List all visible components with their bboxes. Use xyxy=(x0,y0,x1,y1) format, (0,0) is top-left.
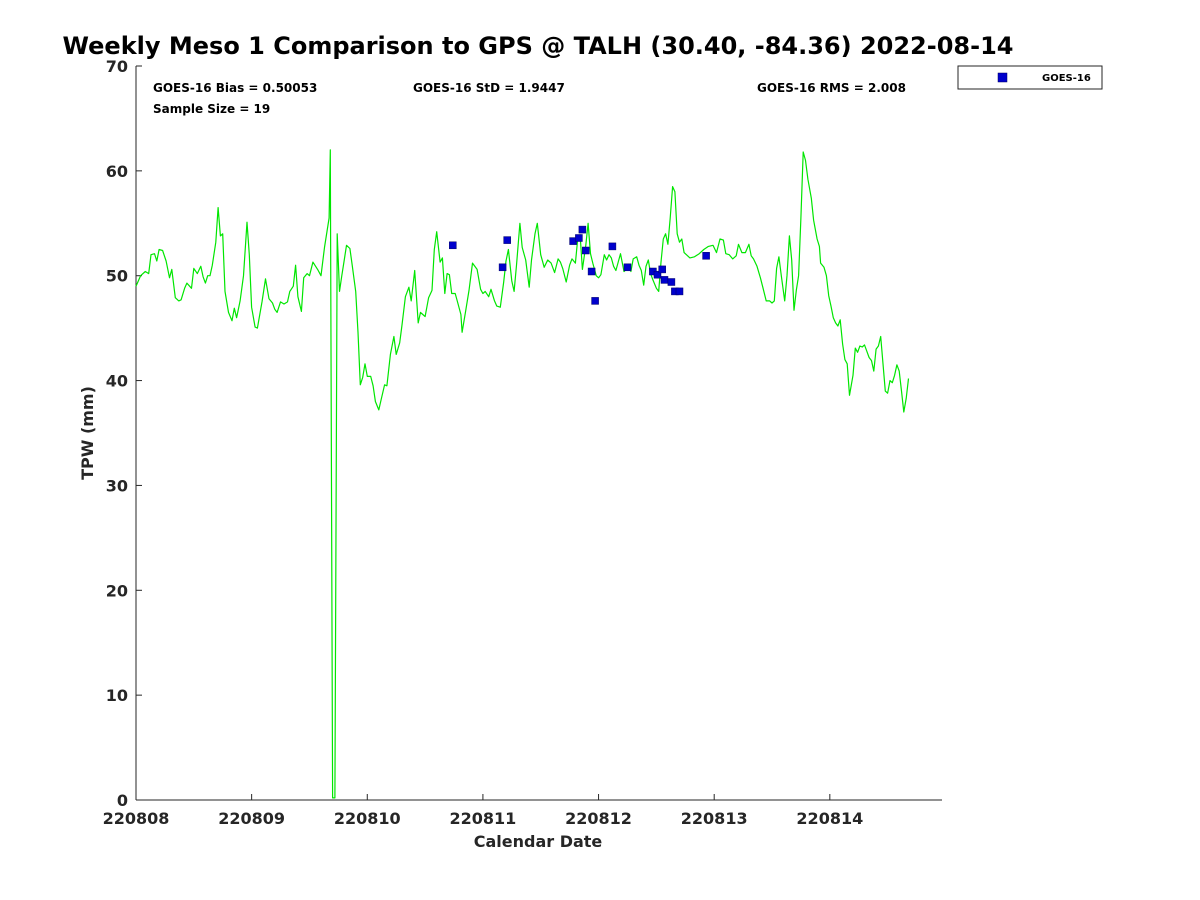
goes16-point xyxy=(503,236,511,244)
y-tick-label: 30 xyxy=(106,476,128,495)
x-tick-label: 220811 xyxy=(450,809,517,828)
series-layer xyxy=(135,149,910,799)
x-axis-label: Calendar Date xyxy=(474,832,603,851)
x-ticks: 220808 220809 220810 220811 220812 220813 2208… xyxy=(103,794,863,828)
goes16-point xyxy=(498,263,507,272)
x-tick-label: 220813 xyxy=(681,809,748,828)
bias-stat: GOES-16 Bias = 0.50053 xyxy=(153,81,317,95)
goes16-point xyxy=(449,241,457,250)
goes16-point xyxy=(658,265,666,274)
goes16-point xyxy=(587,267,596,276)
goes16-point xyxy=(623,263,632,272)
y-tick-label: 20 xyxy=(106,581,128,600)
y-axis-label: TPW (mm) xyxy=(78,386,97,480)
gps-tpw-line xyxy=(135,149,910,799)
goes16-point xyxy=(653,270,662,279)
x-tick-label: 220808 xyxy=(103,809,170,828)
y-ticks: 0 10 20 30 40 50 60 70 xyxy=(106,57,142,810)
goes16-point xyxy=(578,225,587,234)
goes16-point xyxy=(575,234,583,242)
x-tick-label: 220814 xyxy=(796,809,863,828)
x-tick-label: 220810 xyxy=(334,809,401,828)
y-tick-label: 0 xyxy=(117,791,128,810)
y-tick-label: 50 xyxy=(106,267,128,286)
legend-marker xyxy=(997,72,1008,83)
plot-background xyxy=(136,66,942,800)
y-tick-label: 40 xyxy=(106,372,128,391)
chart-title: Weekly Meso 1 Comparison to GPS @ TALH (… xyxy=(63,32,1014,60)
goes16-point xyxy=(675,287,684,296)
legend-box xyxy=(957,65,1103,90)
plot-area: 0 10 20 30 40 50 60 70 220808 220809 220810 220811… xyxy=(103,57,942,828)
legend[interactable]: GOES-16 xyxy=(957,65,1103,90)
goes16-point xyxy=(582,246,590,255)
rms-stat: GOES-16 RMS = 2.008 xyxy=(757,81,906,95)
sample-size-stat: Sample Size = 19 xyxy=(153,102,270,116)
y-tick-label: 60 xyxy=(106,162,128,181)
x-tick-label: 220812 xyxy=(565,809,632,828)
std-stat: GOES-16 StD = 1.9447 xyxy=(413,81,565,95)
y-tick-label: 70 xyxy=(106,57,128,76)
goes16-point xyxy=(591,297,599,305)
goes16-point xyxy=(702,252,710,260)
goes16-point xyxy=(667,278,676,286)
x-tick-label: 220809 xyxy=(218,809,285,828)
goes16-point xyxy=(660,276,669,284)
y-tick-label: 10 xyxy=(106,686,128,705)
legend-label: GOES-16 xyxy=(1042,73,1091,84)
goes16-point xyxy=(608,242,617,251)
